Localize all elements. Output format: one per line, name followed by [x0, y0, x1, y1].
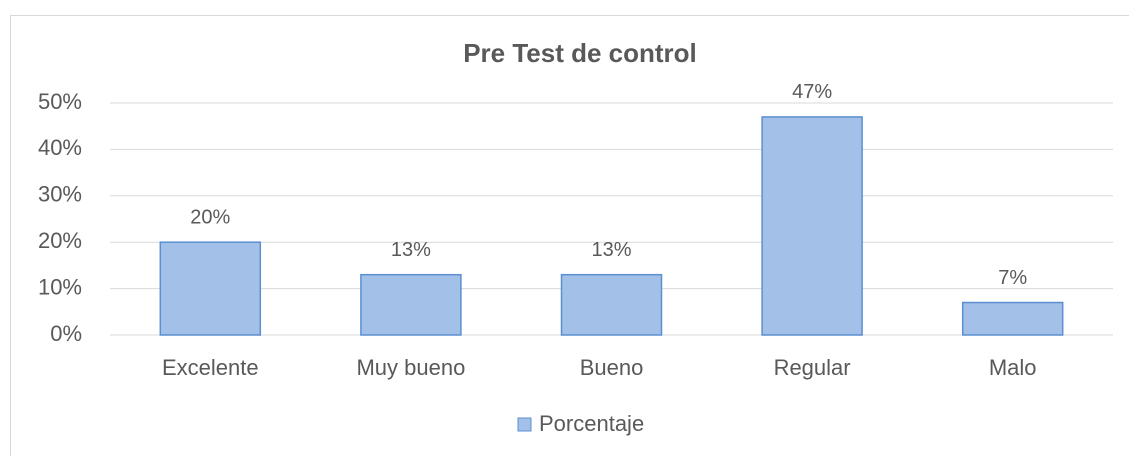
data-label: 13% — [391, 239, 431, 261]
chart-title: Pre Test de control — [463, 38, 697, 68]
data-label: 20% — [190, 206, 230, 228]
y-tick-label: 0% — [50, 321, 82, 346]
y-tick-label: 20% — [38, 228, 82, 253]
x-tick-label: Bueno — [580, 355, 644, 380]
chart-border — [10, 15, 1129, 456]
x-tick-label: Excelente — [162, 355, 259, 380]
y-tick-label: 10% — [38, 274, 82, 299]
x-tick-label: Malo — [989, 355, 1037, 380]
bar — [761, 116, 863, 336]
data-label: 13% — [591, 239, 631, 261]
legend-marker — [517, 417, 532, 432]
x-tick-label: Muy bueno — [356, 355, 465, 380]
bar — [360, 273, 462, 336]
data-label: 7% — [998, 267, 1027, 289]
bar — [560, 273, 663, 336]
y-tick-label: 30% — [38, 182, 82, 207]
bar — [961, 301, 1064, 336]
legend-label: Porcentaje — [539, 411, 644, 436]
y-tick-label: 40% — [38, 135, 82, 160]
data-label: 47% — [792, 81, 832, 103]
y-tick-label: 50% — [38, 89, 82, 114]
x-tick-label: Regular — [774, 355, 851, 380]
bar — [159, 241, 262, 336]
